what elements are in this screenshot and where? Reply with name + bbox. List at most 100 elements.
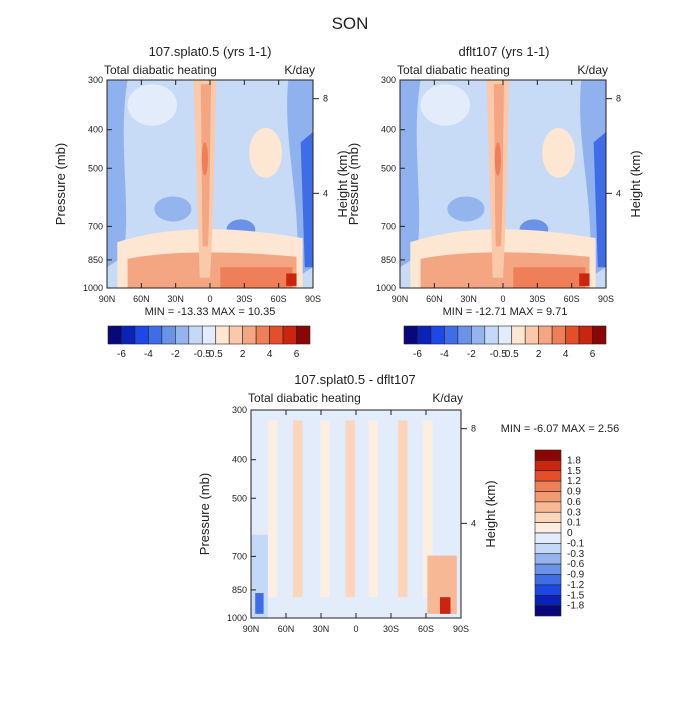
colorbar-label: 6 [294, 349, 300, 360]
colorbar-swatch [534, 480, 562, 492]
y-tick-label: 1000 [227, 613, 247, 623]
colorbar-label: -0.5 [194, 349, 212, 360]
colorbar-swatch [534, 563, 562, 575]
colorbar-label: 6 [590, 349, 596, 360]
min-max-stats-1: MIN = -13.33 MAX = 10.35 [145, 306, 276, 318]
colorbar-swatch [551, 325, 566, 345]
y-tick-label: 700 [88, 221, 103, 231]
x-tick-label: 60S [564, 294, 580, 304]
colorbar-swatch [457, 325, 472, 345]
colorbar-label: -4 [440, 349, 449, 360]
colorbar-label: -1.5 [567, 590, 585, 601]
y-tick-label: 850 [381, 255, 396, 265]
y-tick-label: 300 [88, 75, 103, 85]
panel-title-3: 107.splat0.5 - dflt107 [294, 372, 415, 387]
y2-tick-label: 4 [471, 518, 476, 528]
colorbar-swatch [148, 325, 163, 345]
colorbar-label: -0.5 [490, 349, 508, 360]
colorbar-swatch [534, 594, 562, 606]
colorbar-label: -0.6 [567, 559, 585, 570]
colorbar-swatch [511, 325, 526, 345]
x-tick-label: 90S [598, 294, 614, 304]
heatmap-field-1 [107, 80, 313, 288]
itcz-max [201, 142, 208, 176]
colorbar-swatch [484, 325, 499, 345]
y-tick-label: 500 [232, 493, 247, 503]
heatmap-field-3 [251, 410, 461, 618]
x-tick-label: 90N [243, 624, 260, 634]
colorbar-label: -0.9 [567, 570, 585, 581]
colorbar-swatch [578, 325, 593, 345]
y2-axis-label-1: Height (km) [335, 150, 350, 217]
min-max-stats-2: MIN = -12.71 MAX = 9.71 [443, 306, 568, 318]
colorbar-swatch [255, 325, 270, 345]
cool-patch-2 [447, 196, 485, 222]
colorbar-swatch [524, 325, 539, 345]
y-tick-label: 1000 [83, 283, 103, 293]
x-tick-label: 90S [305, 294, 321, 304]
colorbar-label: 0.5 [209, 349, 223, 360]
colorbar-swatch [175, 325, 190, 345]
colorbar-swatch [534, 522, 562, 534]
colorbar-label: 0.6 [567, 497, 581, 508]
y-axis-label-2: Pressure (mb) [346, 143, 361, 225]
neg-max-left [255, 593, 264, 614]
panel-title-1: 107.splat0.5 (yrs 1-1) [149, 44, 272, 59]
x-tick-label: 0 [353, 624, 358, 634]
warm-patch-aloft [542, 127, 576, 178]
colorbar-swatch [538, 325, 553, 345]
colorbar-label: -2 [467, 349, 476, 360]
colorbar-swatch [534, 511, 562, 523]
season-title: SON [332, 14, 369, 33]
panel-subtitle-left-3: Total diabatic heating [248, 391, 361, 405]
colorbar-swatch [228, 325, 243, 345]
x-tick-label: 60N [133, 294, 150, 304]
min-max-stats-3: MIN = -6.07 MAX = 2.56 [501, 423, 620, 435]
heatmap-field-2 [400, 80, 606, 288]
colorbar-label: 1.5 [567, 466, 581, 477]
colorbar-swatch [592, 325, 607, 345]
cool-patch-2 [154, 196, 192, 222]
colorbar-swatch [121, 325, 136, 345]
strong-cool-sh [300, 132, 313, 268]
itcz-max [494, 142, 501, 176]
x-tick-label: 60N [426, 294, 443, 304]
colorbar-swatch [534, 584, 562, 596]
difference-stripe [293, 420, 303, 598]
difference-stripe [345, 420, 355, 598]
colorbar-label: -0.3 [567, 549, 585, 560]
colorbar-swatch [534, 543, 562, 555]
difference-stripe [398, 420, 408, 598]
colorbar-swatch [471, 325, 486, 345]
colorbar-label: -1.8 [567, 601, 585, 612]
y2-axis-label-3: Height (km) [483, 480, 498, 547]
colorbar-swatch [534, 532, 562, 544]
strong-cool-sh [593, 132, 606, 268]
y-tick-label: 700 [381, 221, 396, 231]
warm-band-core [220, 267, 293, 288]
colorbar-swatch [296, 325, 311, 345]
y-axis-label-1: Pressure (mb) [53, 143, 68, 225]
y-tick-label: 400 [88, 125, 103, 135]
colorbar-label: -6 [117, 349, 126, 360]
colorbar-label: 0.5 [505, 349, 519, 360]
colorbar-swatch [417, 325, 432, 345]
x-tick-label: 30S [529, 294, 545, 304]
colorbar-swatch [565, 325, 580, 345]
colorbar-swatch [215, 325, 230, 345]
colorbar-label: -0.1 [567, 538, 585, 549]
colorbar-swatch [269, 325, 284, 345]
x-tick-label: 30N [460, 294, 477, 304]
y2-axis-label-2: Height (km) [628, 150, 643, 217]
colorbar-label: 0 [567, 528, 573, 539]
colorbar-label: 0.3 [567, 507, 581, 518]
warm-patch-aloft [249, 127, 283, 178]
y2-tick-label: 8 [616, 94, 621, 104]
x-tick-label: 30N [313, 624, 330, 634]
pos-max-right [440, 597, 451, 614]
panel-subtitle-left-1: Total diabatic heating [104, 63, 217, 77]
colorbar-swatch [161, 325, 176, 345]
x-tick-label: 30N [167, 294, 184, 304]
